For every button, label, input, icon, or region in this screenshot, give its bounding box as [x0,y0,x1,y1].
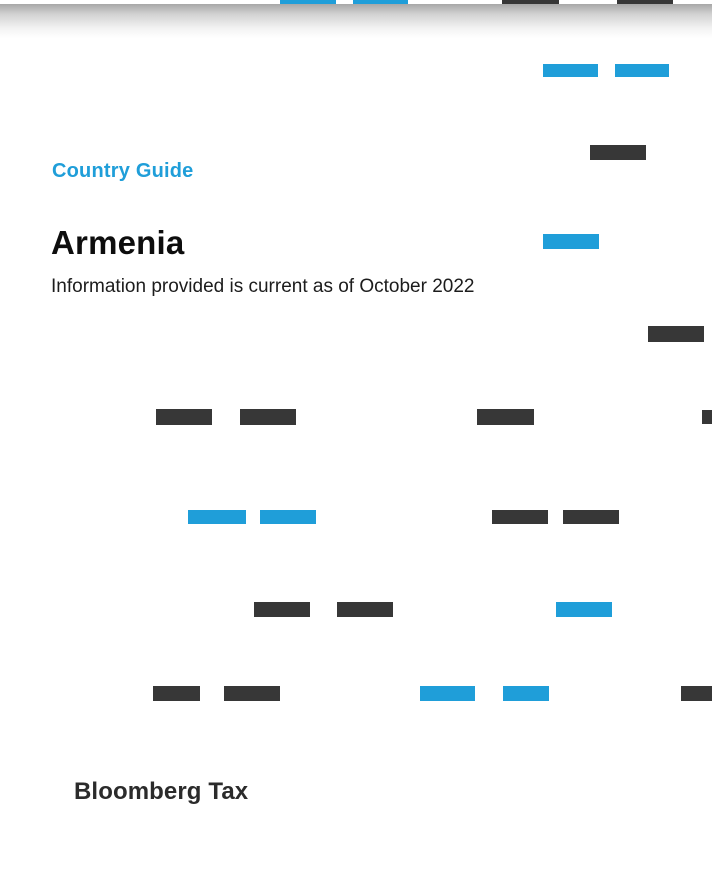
redacted-text-bar [337,602,393,617]
redacted-text-bar [590,145,646,160]
page-title: Armenia [51,224,185,261]
redacted-text-bar [681,686,712,701]
redacted-text-bar [617,0,673,4]
redacted-text-bar [188,510,246,524]
redacted-text-bar [240,409,296,425]
redacted-text-bar [224,686,280,701]
country-guide-label: Country Guide [52,160,194,182]
redacted-text-bar [543,234,599,249]
redacted-text-bar [156,409,212,425]
redacted-text-bar [492,510,548,524]
redacted-text-bar [556,602,612,617]
currency-note: Information provided is current as of Oc… [51,276,475,297]
redacted-text-bar [477,409,534,425]
redacted-text-bar [502,0,559,4]
redacted-text-bar [254,602,310,617]
redacted-text-bar [543,64,598,77]
redacted-text-bar [503,686,549,701]
redacted-text-bar [260,510,316,524]
redacted-text-bar [420,686,475,701]
redacted-text-bar [702,410,712,424]
redacted-text-bar [353,0,408,4]
redacted-text-bar [648,326,704,342]
redacted-text-bar [563,510,619,524]
bloomberg-tax-logo: Bloomberg Tax [74,778,249,805]
redacted-text-bar [153,686,200,701]
page-top-shadow [0,4,712,38]
redacted-text-bar [615,64,669,77]
previous-page-edge [0,0,712,4]
redacted-text-bar [280,0,336,4]
